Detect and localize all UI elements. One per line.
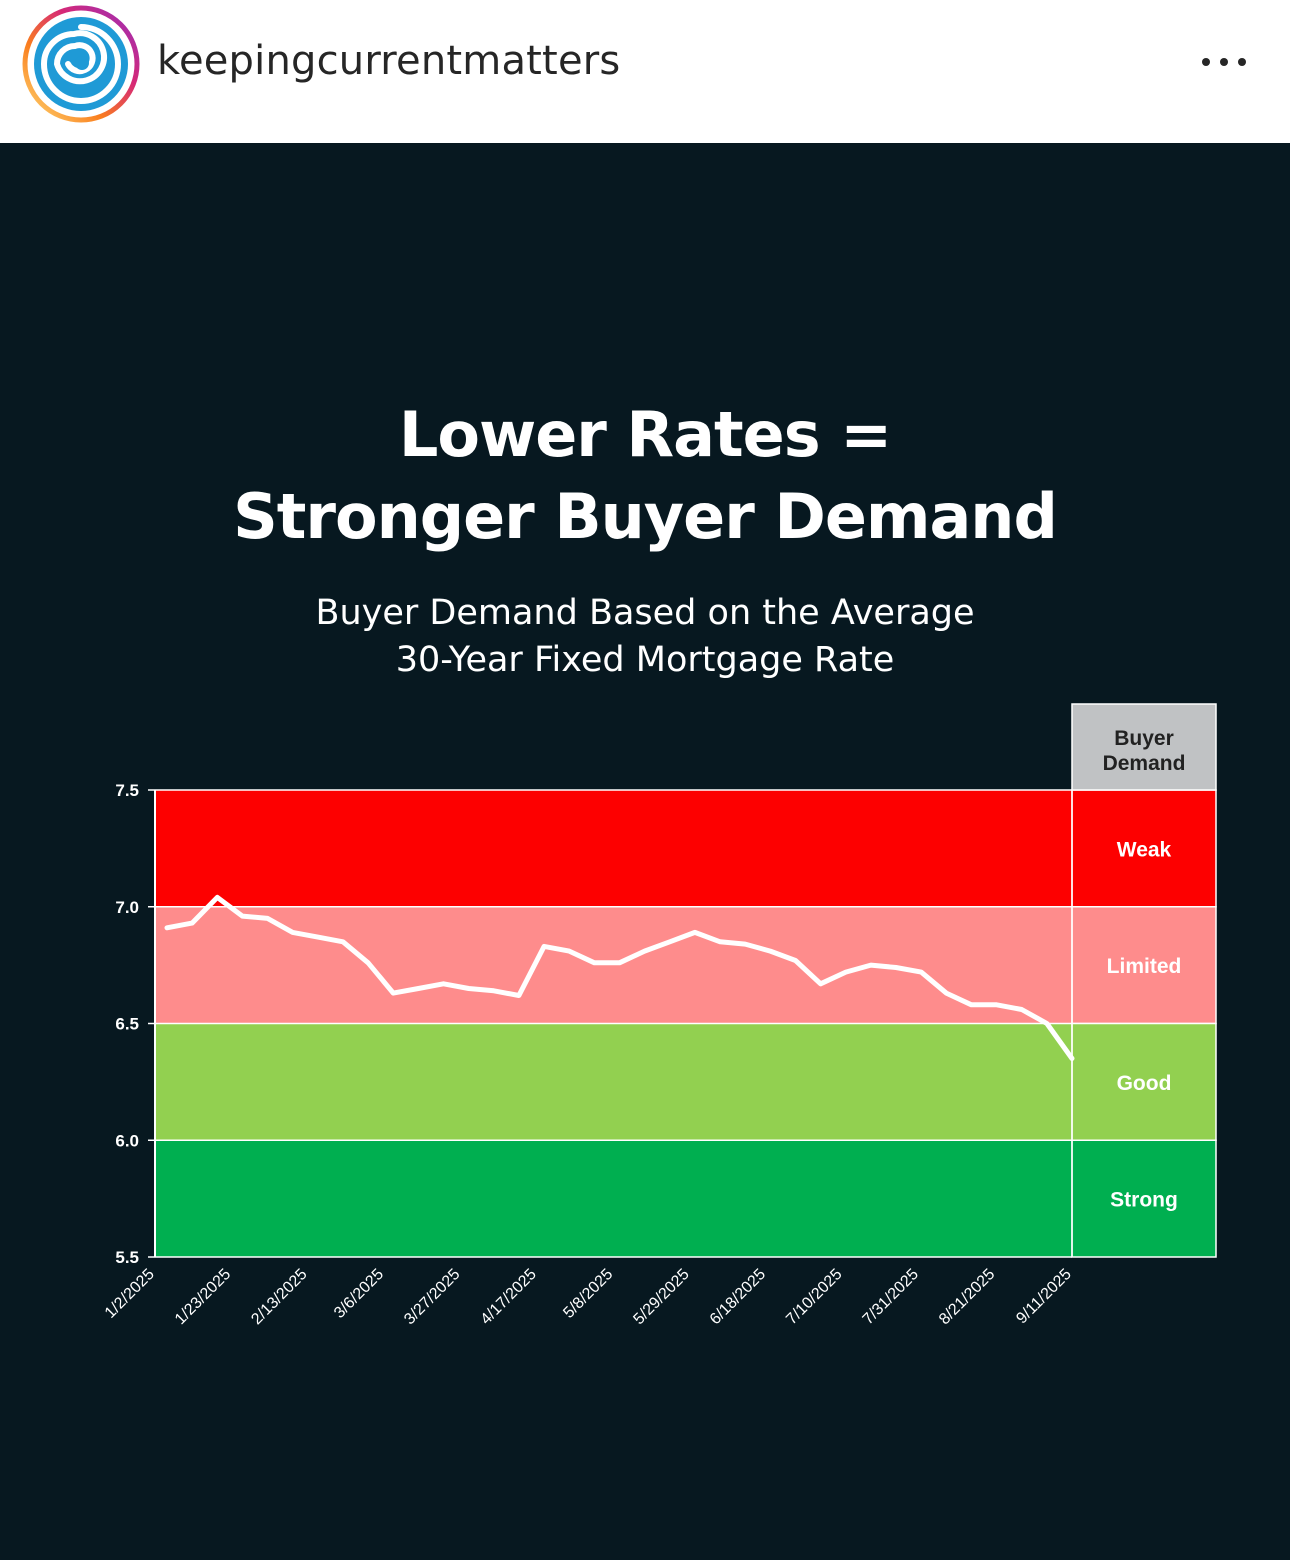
y-tick-label: 6.0 xyxy=(115,1131,139,1150)
x-tick-label: 1/23/2025 xyxy=(172,1266,234,1328)
x-tick-label: 5/29/2025 xyxy=(630,1266,692,1328)
chart-title-line1: Lower Rates = xyxy=(398,398,892,471)
username[interactable]: keepingcurrentmatters xyxy=(157,38,621,84)
y-tick-label: 5.5 xyxy=(115,1248,139,1267)
legend-label-weak: Weak xyxy=(1117,838,1172,861)
legend-cell-weak xyxy=(1071,789,1217,908)
x-tick-label: 2/13/2025 xyxy=(248,1266,310,1328)
x-tick-label: 7/31/2025 xyxy=(860,1266,922,1328)
legend-cell-limited xyxy=(1071,906,1217,1025)
x-tick-label: 7/10/2025 xyxy=(783,1266,845,1328)
legend-header-line1: Buyer xyxy=(1114,727,1174,750)
x-tick-label: 3/6/2025 xyxy=(331,1266,387,1322)
x-tick-label: 8/21/2025 xyxy=(936,1266,998,1328)
x-tick-label: 6/18/2025 xyxy=(707,1266,769,1328)
chart-subtitle-line2: 30-Year Fixed Mortgage Rate xyxy=(395,640,895,680)
chart-subtitle-line1: Buyer Demand Based on the Average xyxy=(315,593,975,633)
legend-cell-strong xyxy=(1071,1139,1217,1258)
y-tick-label: 7.0 xyxy=(115,898,139,917)
more-options-icon[interactable] xyxy=(1194,44,1254,80)
x-tick-label: 9/11/2025 xyxy=(1013,1266,1075,1328)
legend-label-strong: Strong xyxy=(1110,1189,1178,1212)
x-tick-label: 5/8/2025 xyxy=(560,1266,616,1322)
post-header: keepingcurrentmatters xyxy=(0,0,1290,142)
legend-header-line2: Demand xyxy=(1103,752,1186,775)
zone-band-weak xyxy=(155,790,1072,907)
zone-band-strong xyxy=(155,1140,1072,1257)
y-tick-label: 6.5 xyxy=(115,1015,139,1034)
legend-cell-good xyxy=(1071,1022,1217,1141)
x-tick-label: 1/2/2025 xyxy=(102,1266,158,1322)
x-tick-label: 4/17/2025 xyxy=(478,1266,540,1328)
y-tick-label: 7.5 xyxy=(115,781,139,800)
legend-header xyxy=(1071,703,1217,791)
post-image: Lower Rates = Stronger Buyer Demand Buye… xyxy=(0,143,1290,1560)
profile-avatar[interactable] xyxy=(22,5,140,123)
legend-label-limited: Limited xyxy=(1107,955,1182,978)
legend-label-good: Good xyxy=(1117,1072,1172,1095)
chart-title-line2: Stronger Buyer Demand xyxy=(233,480,1058,553)
zone-band-good xyxy=(155,1023,1072,1141)
x-tick-label: 3/27/2025 xyxy=(401,1266,463,1328)
